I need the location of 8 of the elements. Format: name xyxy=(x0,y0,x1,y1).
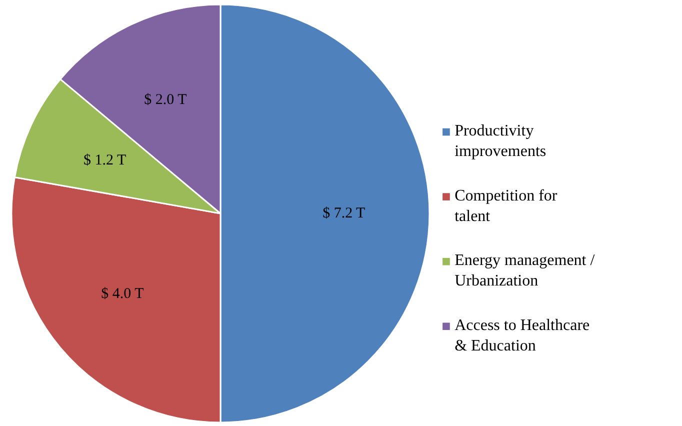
legend-label: Access to Healthcare & Education xyxy=(454,316,590,354)
legend-label: Energy management / Urbanization xyxy=(454,252,596,290)
data-label: $ 4.0 T xyxy=(101,286,144,302)
legend-label: Productivity improvements xyxy=(454,122,546,160)
legend-label: Competition for talent xyxy=(454,187,558,225)
data-label: $ 1.2 T xyxy=(84,152,126,169)
data-label: $ 2.0 T xyxy=(144,92,187,108)
data-label: $ 7.2 T xyxy=(322,206,366,222)
